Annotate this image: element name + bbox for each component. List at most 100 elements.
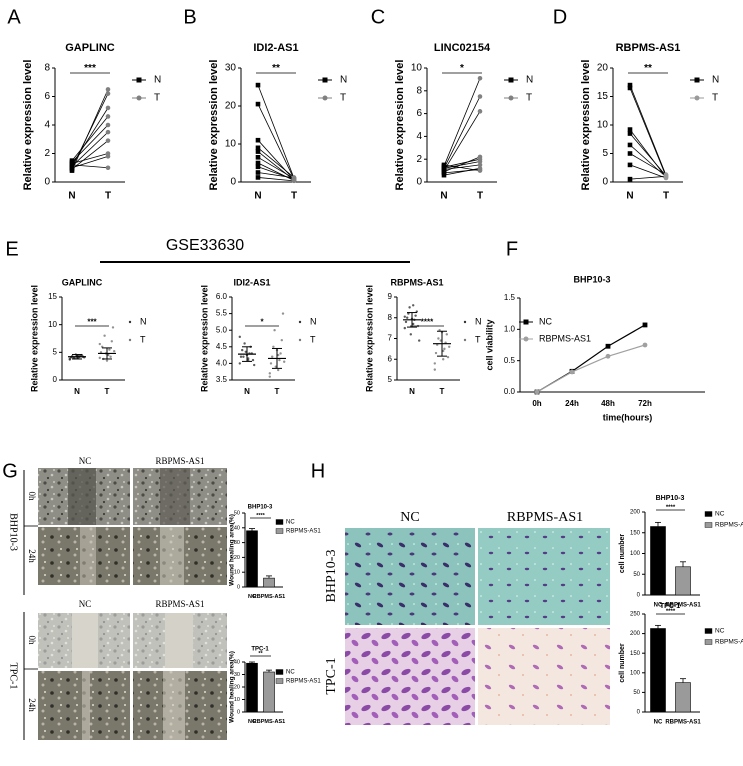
legend-label: N	[475, 316, 482, 326]
y-axis-label: Relative expression level	[364, 285, 374, 392]
point	[627, 127, 633, 132]
y-tick-label: 7	[388, 334, 393, 343]
point	[274, 365, 277, 368]
legend-marker	[322, 95, 328, 101]
legend-swatch	[275, 678, 284, 684]
pair-line	[257, 177, 295, 182]
legend-marker	[136, 77, 142, 83]
y-tick-label: 6	[44, 91, 50, 102]
y-tick-label: 5	[602, 148, 608, 159]
y-axis-label: Relative expression level	[208, 60, 220, 191]
time-label: 24h	[27, 549, 37, 563]
bar	[263, 671, 275, 713]
point	[243, 342, 246, 345]
point	[239, 355, 243, 358]
pair-line	[629, 129, 667, 178]
point	[439, 339, 442, 342]
legend-swatch	[275, 519, 284, 525]
point	[627, 151, 633, 156]
pair-line	[629, 164, 667, 179]
legend-label: N	[712, 75, 719, 86]
pair-line	[71, 131, 109, 167]
point	[101, 345, 104, 348]
point	[273, 329, 276, 332]
row-label: BHP10-3	[324, 550, 339, 603]
time-label: 0h	[27, 636, 37, 646]
significance: **	[644, 63, 652, 74]
y-axis-label: Relative expression level	[394, 60, 406, 191]
legend-marker	[463, 338, 467, 342]
point	[277, 353, 280, 357]
point	[103, 334, 106, 337]
point	[255, 164, 261, 170]
row-label: TPC-1	[8, 663, 19, 690]
y-tick-label: 10	[597, 120, 609, 131]
y-tick-label: 4.0	[216, 359, 228, 368]
panel-label: G	[2, 460, 18, 482]
legend-swatch	[704, 511, 713, 517]
pair-line	[257, 156, 295, 179]
point	[105, 138, 111, 143]
x-tick-label: 48h	[601, 399, 615, 408]
column-label: NC	[79, 599, 92, 609]
x-tick-label: N	[626, 191, 633, 202]
pair-line	[71, 140, 109, 170]
point	[111, 326, 115, 329]
point	[241, 348, 244, 352]
y-tick-label: 15	[48, 292, 57, 301]
x-tick-label: 72h	[638, 399, 652, 408]
bar	[675, 566, 691, 596]
significance: ****	[421, 318, 434, 327]
point	[238, 335, 241, 339]
y-tick-label: 10	[411, 63, 423, 74]
point	[414, 314, 417, 317]
wound-images	[23, 468, 227, 740]
point	[477, 94, 483, 99]
legend-swatch	[275, 669, 284, 675]
point	[68, 358, 72, 361]
legend-marker	[523, 336, 529, 342]
y-tick-label: 5.5	[216, 309, 228, 318]
y-tick-label: 5	[388, 375, 393, 384]
y-tick-label: 0	[416, 177, 422, 188]
point	[448, 345, 451, 348]
point	[477, 162, 483, 168]
legend-swatch	[704, 639, 713, 645]
bar	[263, 577, 275, 588]
y-tick-label: 6	[388, 354, 393, 363]
point	[403, 326, 406, 330]
point	[278, 358, 281, 362]
y-axis-label: Relative expression level	[580, 60, 592, 191]
point	[434, 351, 438, 355]
chart-title: LINC02154	[434, 42, 491, 54]
y-tick-label: 2	[416, 154, 422, 165]
significance: ***	[84, 63, 96, 74]
column-label: RBPMS-AS1	[155, 456, 204, 466]
point	[412, 322, 415, 326]
point	[247, 357, 250, 360]
y-tick-label: 0	[237, 584, 240, 590]
y-tick-label: 0.0	[504, 387, 516, 396]
x-tick-label: RBPMS-AS1	[665, 720, 701, 726]
point	[255, 170, 261, 175]
dataset-title: GSE33630	[166, 237, 244, 254]
pair-line	[443, 169, 481, 174]
y-tick-label: 6.0	[216, 292, 228, 301]
legend-label: N	[310, 316, 317, 326]
x-tick-label: N	[74, 387, 80, 396]
point	[445, 333, 448, 336]
panel-label: B	[183, 6, 196, 28]
point	[255, 145, 261, 151]
series-line	[536, 344, 646, 393]
significance: ****	[666, 609, 676, 615]
x-tick-label: N	[68, 191, 75, 202]
y-tick-label: 10	[225, 139, 237, 150]
x-tick-label: NC	[248, 594, 256, 600]
pair-line	[257, 172, 295, 179]
point	[255, 160, 261, 166]
point	[408, 306, 411, 309]
y-tick-label: 10	[234, 570, 240, 576]
y-axis-label: cell number	[619, 643, 626, 683]
pair-line	[257, 84, 295, 179]
pair-line	[257, 103, 295, 180]
